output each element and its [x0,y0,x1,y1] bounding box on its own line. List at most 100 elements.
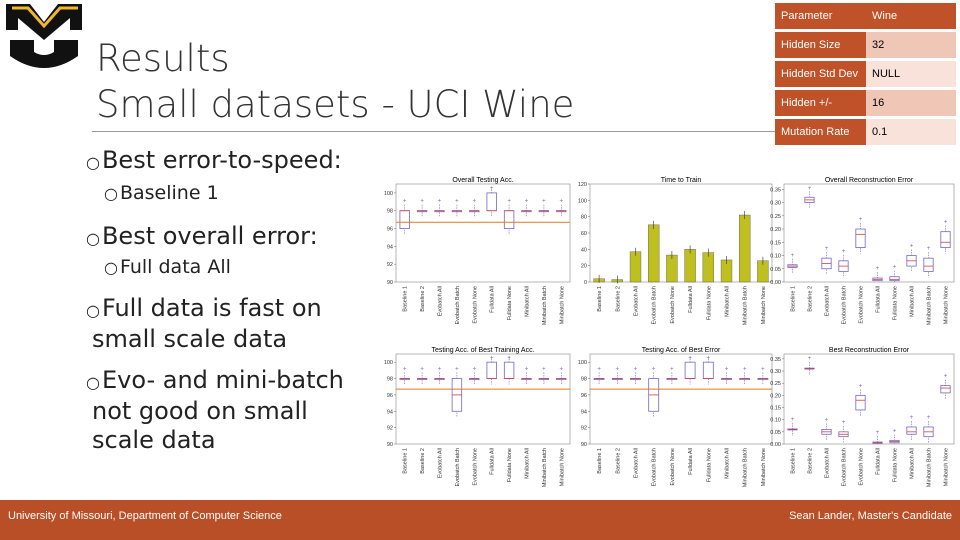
box [906,426,917,435]
x-tick-label: Minibatch All [910,448,916,479]
outlier: + [560,367,564,373]
x-tick-label: Baseline 1 [597,286,603,312]
bullet-item: ○Full data is fast on small scale data [86,294,322,354]
y-tick-label: 100 [384,191,393,197]
outlier: + [560,199,564,205]
table-row: Mutation Rate 0.1 [775,117,956,148]
x-tick-label: Evobatch None [670,286,676,324]
table-cell: Hidden Std Dev [775,59,866,90]
x-tick-label: Evobatch All [438,286,444,316]
x-tick-label: Baseline 1 [597,448,603,474]
outlier: + [542,199,546,205]
x-tick-label: Minibatch All [910,286,916,317]
y-tick-label: 96 [581,393,587,399]
x-tick-label: Fulldata All [688,286,694,313]
bullet-text: Best overall error: [101,222,318,250]
y-tick-label: 0.05 [770,267,781,273]
outlier: + [808,356,812,362]
outlier: + [743,367,747,373]
box [503,210,515,229]
y-tick-label: 0.35 [770,187,781,193]
x-tick-label: Evobatch None [472,448,478,486]
outlier: + [876,266,880,272]
x-tick-label: Minibatch None [761,286,767,324]
bullet-ring-icon: ○ [86,301,100,320]
outlier: + [859,383,863,389]
box [923,257,934,272]
y-tick-label: 0.20 [770,393,781,399]
chart-title: Best Reconstruction Error [829,347,910,354]
parameter-table: Parameter Wine Hidden Size 32 Hidden Std… [775,3,956,148]
outlier: + [455,199,459,205]
bullet-text: Full data is fast on [101,294,322,322]
results-charts: Overall Testing Acc. 90 92 94 96 98 100 Baselin… [384,177,955,487]
outlier: + [761,367,765,373]
x-tick-label: Evobatch All [825,286,831,316]
slide-title: Results Small datasets - UCI Wine [96,36,574,128]
bullet-ring-icon: ○ [86,373,100,392]
university-logo [0,0,88,72]
x-tick-label: Evobatch None [859,286,865,324]
box [684,361,696,379]
plot-area [395,183,571,283]
y-tick-label: 100 [578,198,587,204]
outlier: + [842,420,846,426]
table-header-cell: Parameter [775,3,866,32]
slide-title-line1: Results [96,37,230,80]
x-tick-label: Evobatch Batch [842,448,848,487]
chart-panel: Overall Testing Acc. 90 92 94 96 98 100 Baselin… [384,177,571,325]
bar [684,249,696,283]
chart-title: Overall Reconstruction Error [825,177,914,184]
outlier: + [525,199,529,205]
outlier: + [876,430,880,436]
outlier: + [403,199,407,205]
x-tick-label: Evobatch All [634,448,640,478]
y-tick-label: 0.05 [770,430,781,436]
box [855,228,866,248]
y-tick-label: 0 [584,280,587,286]
x-tick-label: Minibatch Batch [542,448,548,487]
x-tick-label: Fulldata None [507,286,513,320]
chart-title: Testing Acc. of Best Training Acc. [431,347,534,354]
table-header-cell: Wine [866,3,956,32]
x-tick-label: Fulldata All [490,448,496,475]
outlier: + [791,417,795,423]
x-tick-label: Baseline 2 [808,286,814,312]
x-tick-label: Evobatch Batch [652,448,658,487]
bullet-ring-icon: ○ [86,153,100,172]
box [399,210,410,229]
x-tick-label: Fulldata All [876,286,882,313]
footer-right-text: Sean Lander, Master's Candidate [789,510,952,522]
box [503,361,515,379]
y-tick-label: 0.35 [770,357,781,363]
bar [739,214,751,283]
table-header-row: Parameter Wine [775,3,956,32]
outlier: + [910,244,914,250]
outlier: + [927,246,931,252]
bar [666,254,678,283]
outlier: + [825,246,829,252]
table-row: Hidden Size 32 [775,30,956,61]
y-tick-label: 60 [581,231,587,237]
outlier: + [927,415,931,421]
y-tick-label: 0.30 [770,369,781,375]
slide-title-line2: Small datasets - UCI Wine [96,83,575,126]
y-tick-label: 92 [387,262,393,268]
x-tick-label: Baseline 2 [420,286,426,312]
outlier: + [859,217,863,223]
y-tick-label: 0.10 [770,254,781,260]
x-tick-label: Evobatch None [859,448,865,486]
y-tick-label: 0.15 [770,240,781,246]
box [889,276,900,282]
x-tick-label: Minibatch Batch [927,448,933,487]
x-tick-label: Minibatch All [525,448,531,479]
x-tick-label: Baseline 1 [791,286,797,312]
y-tick-label: 80 [581,215,587,221]
x-tick-label: Baseline 2 [808,448,814,474]
y-tick-label: 94 [387,244,393,250]
y-tick-label: 90 [581,442,587,448]
bullet-item: ○Best overall error: [86,222,318,250]
y-tick-label: 92 [387,426,393,432]
x-tick-label: Evobatch Batch [455,448,461,487]
y-tick-label: 96 [387,393,393,399]
